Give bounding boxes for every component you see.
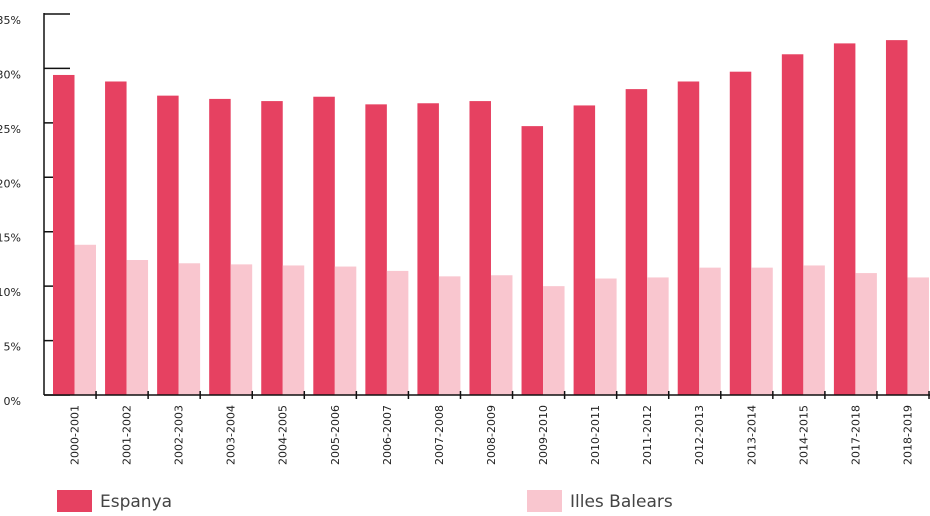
bar [543, 286, 565, 395]
bar [438, 276, 461, 395]
x-tick-label: 2013-2014 [745, 405, 758, 465]
bar [521, 126, 544, 395]
bar [469, 101, 491, 395]
y-tick-label: 35% [0, 14, 21, 27]
bar [126, 260, 149, 395]
bar [625, 89, 648, 396]
x-tick-label: 2011-2012 [641, 405, 654, 465]
y-tick-label: 20% [0, 177, 21, 190]
legend-swatch [527, 490, 562, 512]
bar [885, 40, 908, 396]
bar [490, 275, 513, 395]
bar [573, 105, 596, 395]
bar [729, 71, 752, 396]
bar [386, 270, 409, 395]
x-tick-label: 2012-2013 [693, 405, 706, 465]
bar [209, 98, 231, 395]
bar [699, 267, 721, 395]
bar [647, 277, 669, 395]
y-tick-label: 15% [0, 232, 21, 245]
bar [313, 96, 335, 395]
bar [365, 104, 387, 395]
bar [157, 95, 179, 396]
x-tick-label: 2007-2008 [433, 405, 446, 465]
bar [781, 54, 804, 396]
bar [751, 267, 773, 395]
bar [105, 81, 127, 396]
bar [803, 265, 825, 395]
legend-label: Illes Balears [570, 492, 673, 512]
bar [53, 74, 75, 396]
y-tick-label: 30% [0, 68, 21, 81]
bar [833, 43, 856, 396]
bar [595, 278, 617, 395]
legend-label: Espanya [100, 492, 172, 512]
x-tick-label: 2006-2007 [381, 405, 394, 465]
bar [230, 264, 253, 395]
bar [855, 273, 877, 395]
y-tick-label: 25% [0, 123, 21, 136]
bar [74, 244, 96, 395]
x-tick-label: 2001-2002 [121, 405, 134, 465]
x-tick-label: 2005-2006 [329, 405, 342, 465]
x-tick-label: 2017-2018 [849, 405, 862, 465]
bar [282, 265, 305, 395]
x-tick-label: 2009-2010 [537, 405, 550, 465]
x-tick-label: 2010-2011 [589, 405, 602, 465]
y-tick-label: 0% [4, 395, 21, 408]
x-tick-label: 2014-2015 [797, 405, 810, 465]
bar [178, 263, 201, 395]
y-tick-label: 5% [4, 341, 21, 354]
x-tick-label: 2004-2005 [277, 405, 290, 465]
bar [417, 103, 439, 396]
y-tick-label: 10% [0, 286, 21, 299]
x-tick-label: 2002-2003 [173, 405, 186, 465]
bar [261, 101, 283, 395]
bar [677, 81, 700, 396]
x-tick-label: 2008-2009 [485, 405, 498, 465]
bar [334, 266, 357, 395]
x-tick-label: 2000-2001 [69, 405, 82, 465]
legend-swatch [57, 490, 92, 512]
x-tick-label: 2018-2019 [901, 405, 914, 465]
bar [907, 277, 929, 395]
x-tick-label: 2003-2004 [225, 405, 238, 465]
